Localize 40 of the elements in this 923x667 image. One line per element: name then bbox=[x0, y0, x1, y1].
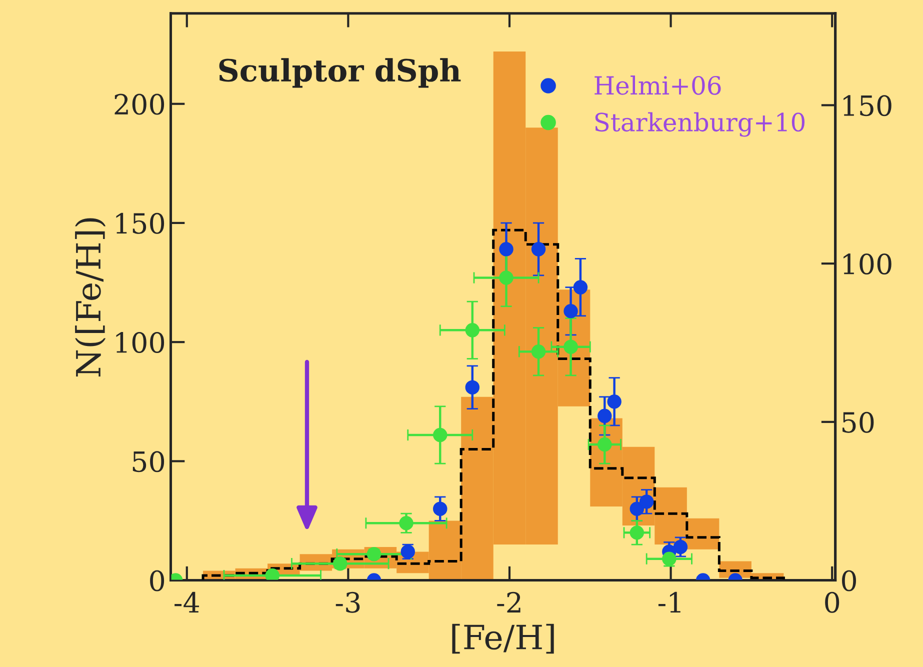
point bbox=[630, 502, 644, 516]
y-tick-label: 0 bbox=[150, 570, 164, 592]
y-tick-label: 200 bbox=[114, 94, 164, 115]
y-axis-title: N([Fe/H]) bbox=[75, 218, 106, 376]
x-tick-label: -2 bbox=[497, 592, 520, 613]
point bbox=[564, 304, 578, 318]
point bbox=[399, 516, 414, 530]
y2-tick-label: 50 bbox=[842, 412, 874, 433]
point bbox=[673, 540, 688, 554]
y2-tick-label: 0 bbox=[842, 570, 856, 592]
point bbox=[465, 380, 480, 394]
point bbox=[607, 394, 622, 409]
point bbox=[573, 280, 588, 294]
point bbox=[564, 340, 578, 354]
y-tick-label: 50 bbox=[132, 451, 164, 472]
x-tick-label: 0 bbox=[825, 592, 840, 613]
y-tick-label: 100 bbox=[116, 332, 164, 354]
y2-tick-label: 150 bbox=[844, 95, 892, 116]
point bbox=[598, 437, 612, 452]
x-tick-label: -1 bbox=[658, 592, 680, 613]
y2-tick-label: 100 bbox=[844, 253, 892, 275]
y-tick-label: 150 bbox=[116, 212, 164, 234]
point bbox=[499, 242, 514, 256]
x-axis-title: [Fe/H] bbox=[452, 624, 554, 654]
text: Sculptor dSph bbox=[219, 58, 461, 88]
point bbox=[531, 242, 546, 256]
legend-label: Starkenburg+10 bbox=[595, 112, 805, 137]
point bbox=[598, 408, 612, 424]
point bbox=[639, 494, 654, 509]
point bbox=[499, 270, 514, 285]
legend-label: Helmi+06 bbox=[594, 76, 721, 95]
point bbox=[433, 502, 448, 516]
x-tick-label: -3 bbox=[336, 592, 360, 613]
point bbox=[630, 526, 644, 540]
point bbox=[662, 552, 676, 566]
point bbox=[531, 344, 546, 359]
point bbox=[265, 568, 280, 580]
point bbox=[465, 323, 480, 338]
x-tick-label: -4 bbox=[174, 592, 200, 613]
point bbox=[433, 428, 448, 442]
